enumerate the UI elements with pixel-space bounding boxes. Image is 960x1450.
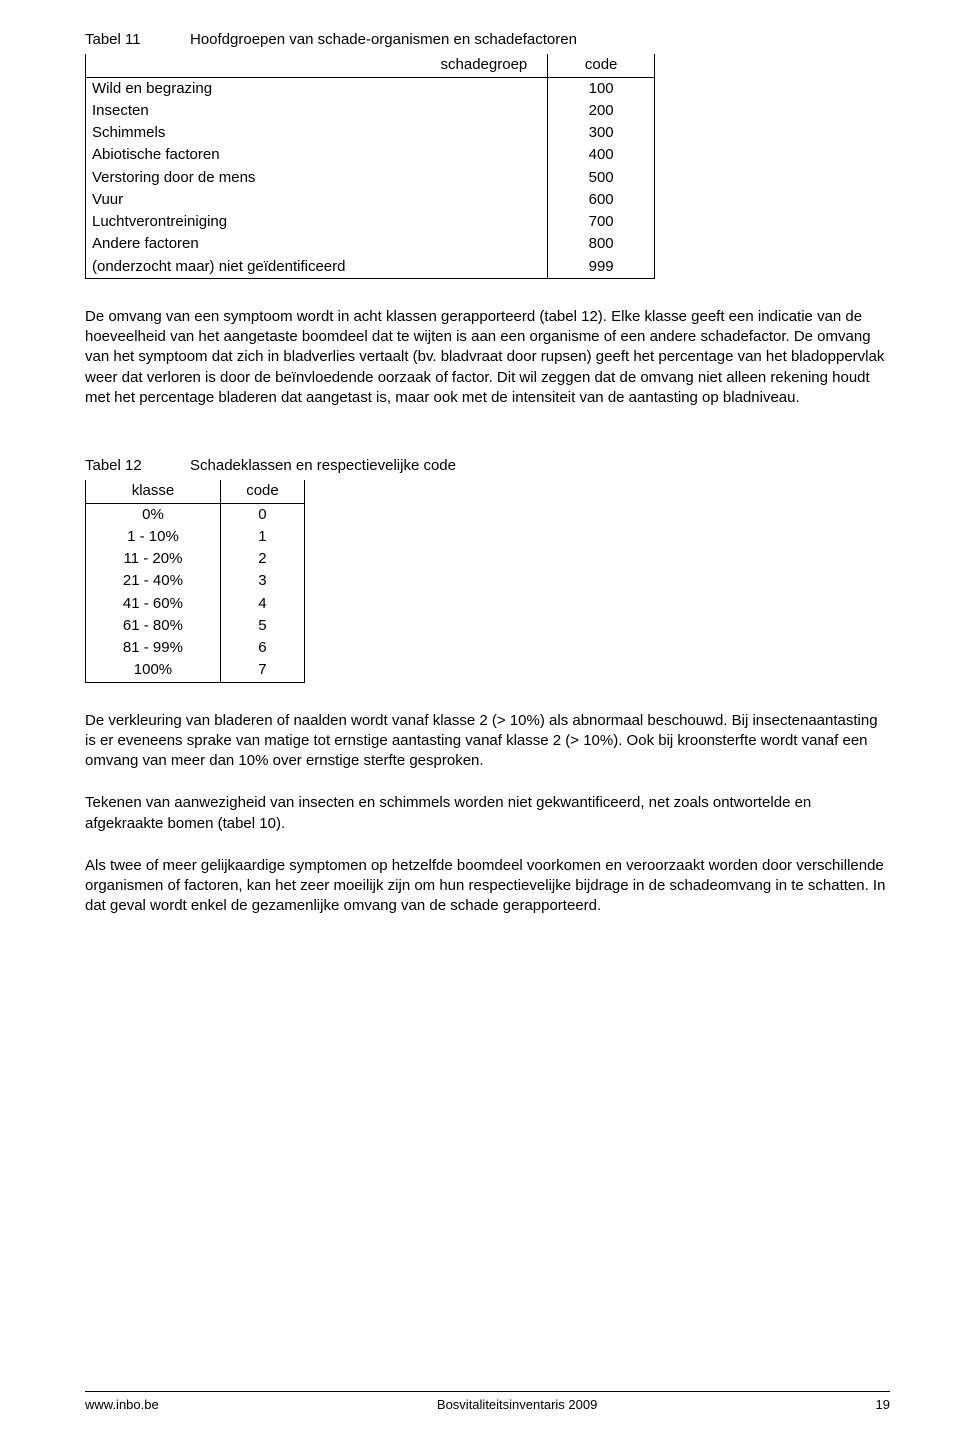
table-row: Schimmels300 (86, 122, 655, 144)
table-row: 61 - 80%5 (86, 615, 305, 637)
table11-caption-num: Tabel 11 (85, 30, 190, 50)
table-row: Andere factoren800 (86, 233, 655, 255)
table12-caption-num: Tabel 12 (85, 456, 190, 476)
paragraph-3: Tekenen van aanwezigheid van insecten en… (85, 793, 890, 834)
paragraph-1: De omvang van een symptoom wordt in acht… (85, 307, 890, 408)
table11-caption: Tabel 11Hoofdgroepen van schade-organism… (85, 30, 890, 50)
table12-col1-header: klasse (86, 480, 221, 503)
paragraph-2: De verkleuring van bladeren of naalden w… (85, 711, 890, 772)
footer-left: www.inbo.be (85, 1396, 159, 1414)
table-row: Luchtverontreiniging700 (86, 211, 655, 233)
table11-caption-title: Hoofdgroepen van schade-organismen en sc… (190, 31, 577, 48)
table-row: 11 - 20%2 (86, 548, 305, 570)
table-row: 0%0 (86, 503, 305, 526)
footer-right: 19 (876, 1396, 890, 1414)
table-row: 21 - 40%3 (86, 570, 305, 592)
table12-caption: Tabel 12Schadeklassen en respectievelijk… (85, 456, 890, 476)
table12-header-row: klasse code (86, 480, 305, 503)
table11-header-row: schadegroep code (86, 54, 655, 77)
table12-caption-title: Schadeklassen en respectievelijke code (190, 457, 456, 474)
page-footer: www.inbo.be Bosvitaliteitsinventaris 200… (85, 1391, 890, 1414)
table-row: 100%7 (86, 659, 305, 682)
table11-col1-header: schadegroep (86, 54, 548, 77)
table-row: Wild en begrazing100 (86, 77, 655, 100)
table12-col2-header: code (220, 480, 304, 503)
table-row: 41 - 60%4 (86, 593, 305, 615)
table-row: 81 - 99%6 (86, 637, 305, 659)
table-row: Verstoring door de mens500 (86, 167, 655, 189)
table-row: Abiotische factoren400 (86, 144, 655, 166)
table11-col2-header: code (548, 54, 655, 77)
paragraph-4: Als twee of meer gelijkaardige symptomen… (85, 856, 890, 917)
table-row: (onderzocht maar) niet geïdentificeerd99… (86, 256, 655, 279)
table11: schadegroep code Wild en begrazing100 In… (85, 54, 655, 279)
footer-center: Bosvitaliteitsinventaris 2009 (437, 1396, 597, 1414)
table-row: Vuur600 (86, 189, 655, 211)
table-row: 1 - 10%1 (86, 526, 305, 548)
table12: klasse code 0%0 1 - 10%1 11 - 20%2 21 - … (85, 480, 305, 682)
table-row: Insecten200 (86, 100, 655, 122)
